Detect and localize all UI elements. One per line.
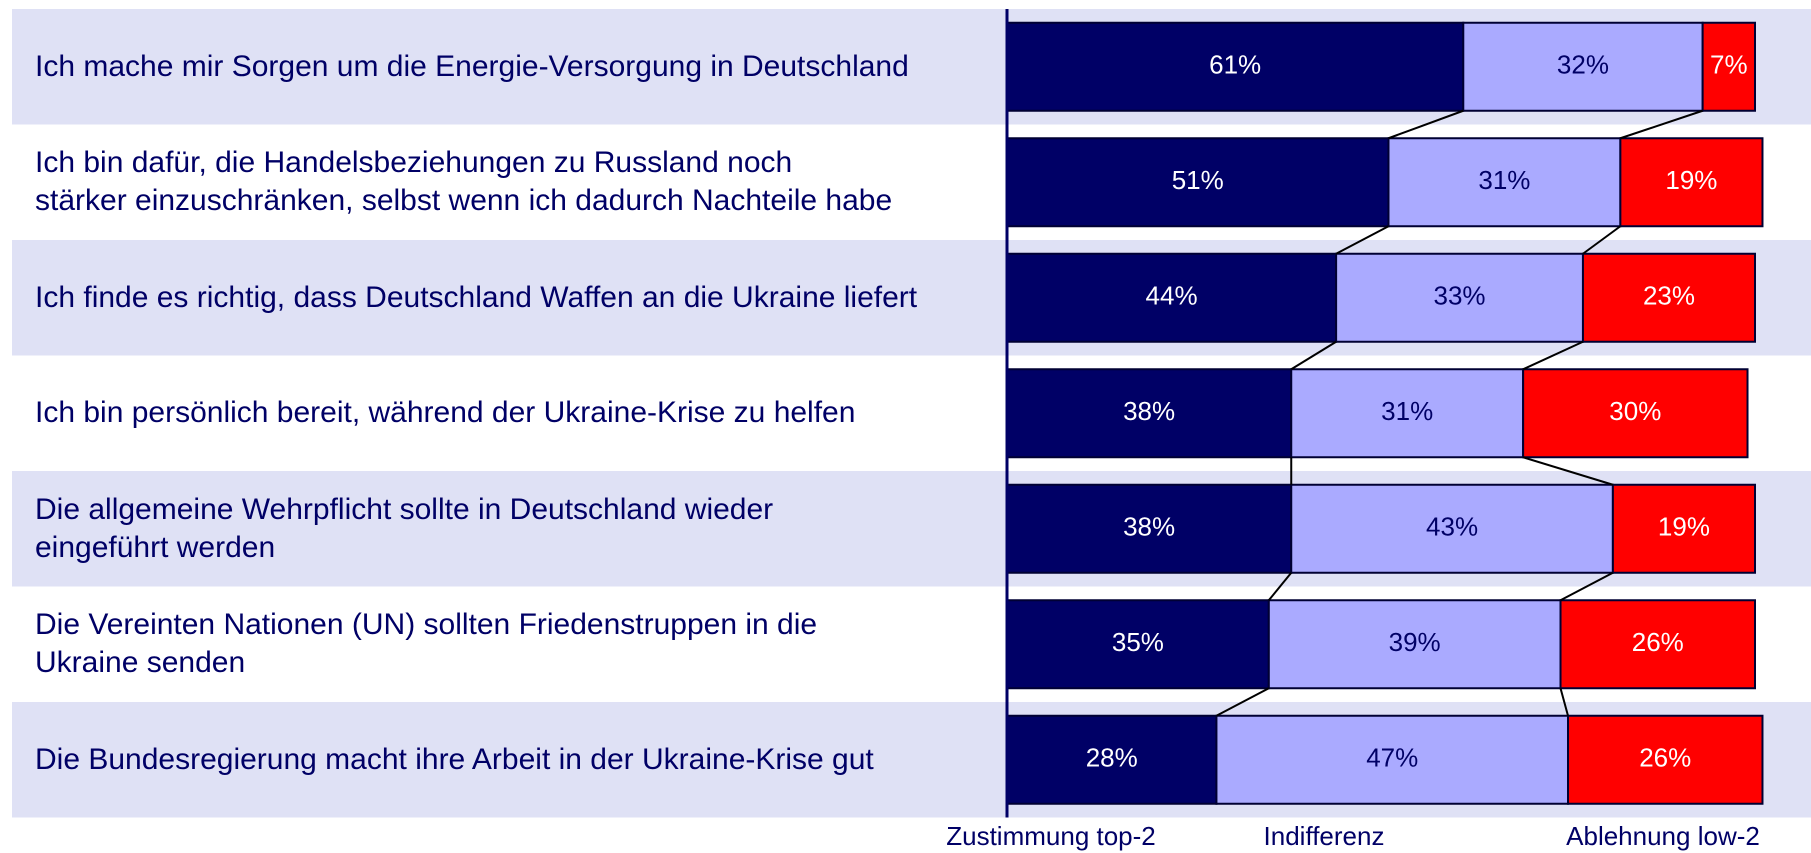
value-label: 38% — [1123, 512, 1175, 542]
legend-label: Ablehnung low-2 — [1566, 821, 1760, 851]
value-label: 7% — [1710, 50, 1748, 80]
connector — [1522, 456, 1614, 486]
bar-segment — [1215, 714, 1569, 805]
value-label: 32% — [1557, 50, 1609, 80]
bar-segment — [1522, 368, 1749, 459]
bar-segment — [1267, 599, 1562, 690]
value-label: 19% — [1658, 512, 1710, 542]
category-label: Ich mache mir Sorgen um die Energie-Vers… — [35, 49, 909, 83]
value-label: 44% — [1146, 281, 1198, 311]
value-label: 23% — [1643, 281, 1695, 311]
bar-segment — [1581, 252, 1756, 343]
connector — [1582, 225, 1621, 255]
connector — [1620, 109, 1703, 140]
bar-segment — [1006, 599, 1270, 690]
value-label: 35% — [1112, 627, 1164, 657]
value-label: 19% — [1665, 165, 1717, 195]
value-label: 28% — [1086, 743, 1138, 773]
category-label: Ich bin dafür, die Handelsbeziehungen zu… — [35, 146, 893, 218]
connector — [1560, 571, 1614, 602]
connector — [1268, 572, 1293, 601]
bar-segment — [1006, 368, 1293, 459]
bar-segment — [1006, 21, 1465, 112]
value-label: 26% — [1632, 627, 1684, 657]
connector — [1290, 340, 1337, 371]
value-label: 43% — [1426, 512, 1478, 542]
value-label: 31% — [1478, 165, 1530, 195]
value-label: 30% — [1609, 396, 1661, 426]
value-label: 47% — [1366, 743, 1418, 773]
value-label: 33% — [1434, 281, 1486, 311]
category-label: Die Bundesregierung macht ihre Arbeit in… — [35, 742, 874, 776]
bar-segment — [1611, 483, 1756, 574]
category-label: Die allgemeine Wehrpflicht sollte in Deu… — [35, 492, 774, 564]
connector — [1215, 687, 1270, 717]
bar-segment — [1290, 368, 1525, 459]
category-label: Die Vereinten Nationen (UN) sollten Frie… — [35, 608, 818, 680]
bar-segment — [1006, 137, 1390, 228]
bar-segment — [1701, 21, 1757, 112]
value-label: 39% — [1389, 627, 1441, 657]
connector — [1388, 109, 1464, 140]
category-label: Ich bin persönlich bereit, während der U… — [35, 396, 856, 430]
value-label: 51% — [1172, 165, 1224, 195]
bar-segment — [1559, 599, 1757, 690]
category-label: Ich finde es richtig, dass Deutschland W… — [35, 280, 918, 314]
connector — [1559, 687, 1569, 717]
bar-segment — [1335, 252, 1584, 343]
connector — [1335, 225, 1389, 255]
value-label: 31% — [1381, 396, 1433, 426]
bar-segment — [1567, 714, 1764, 805]
value-label: 38% — [1123, 396, 1175, 426]
bar-segment — [1619, 137, 1764, 228]
connector — [1522, 340, 1584, 371]
value-label: 61% — [1209, 50, 1261, 80]
legend-label: Indifferenz — [1264, 821, 1385, 851]
value-label: 26% — [1639, 743, 1691, 773]
legend-label: Zustimmung top-2 — [946, 821, 1156, 851]
bar-segment — [1006, 252, 1338, 343]
